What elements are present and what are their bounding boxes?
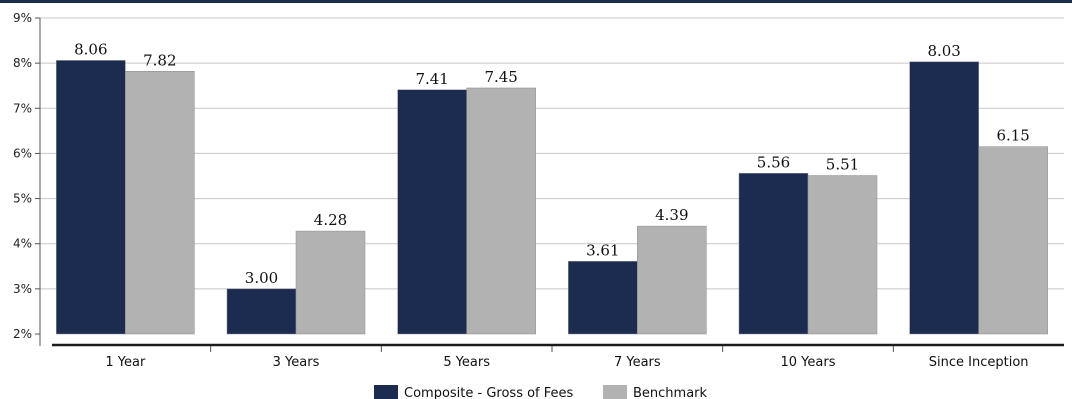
legend-swatch <box>374 385 398 399</box>
data-label: 4.28 <box>314 211 347 229</box>
y-tick-label: 2% <box>13 327 32 341</box>
x-tick-label: 7 Years <box>614 355 661 370</box>
bar <box>807 175 878 335</box>
legend-label: Benchmark <box>633 386 708 399</box>
legend-label: Composite - Gross of Fees <box>404 386 574 399</box>
x-tick-label: 3 Years <box>273 355 320 370</box>
y-tick-label: 6% <box>13 146 32 160</box>
y-tick-label: 5% <box>13 192 32 206</box>
y-tick-label: 9% <box>13 11 32 25</box>
bar <box>466 87 536 335</box>
bar <box>637 225 707 335</box>
data-label: 7.41 <box>415 70 448 88</box>
data-label: 5.56 <box>757 153 790 171</box>
bar <box>125 71 195 335</box>
x-tick-label: 5 Years <box>443 355 490 370</box>
bar <box>397 89 467 335</box>
top-border <box>0 0 1072 3</box>
y-tick-label: 7% <box>13 101 32 115</box>
bar <box>568 261 638 335</box>
bar <box>56 60 126 335</box>
bar <box>738 173 809 335</box>
data-label: 7.45 <box>484 68 517 86</box>
x-tick-label: Since Inception <box>929 355 1029 370</box>
data-label: 3.61 <box>586 241 619 259</box>
bar <box>978 146 1048 335</box>
bar <box>295 230 366 335</box>
data-label: 3.00 <box>245 269 278 287</box>
bar <box>226 288 297 335</box>
data-label: 5.51 <box>826 156 859 174</box>
data-label: 7.82 <box>143 51 176 69</box>
y-tick-label: 3% <box>13 282 32 296</box>
y-tick-label: 8% <box>13 56 32 70</box>
data-label: 8.03 <box>927 42 960 60</box>
data-label: 4.39 <box>655 206 688 224</box>
data-label: 6.15 <box>996 127 1029 145</box>
legend-swatch <box>603 385 627 399</box>
bar <box>909 61 979 335</box>
y-tick-label: 4% <box>13 237 32 251</box>
x-tick-label: 1 Year <box>105 355 146 370</box>
data-label: 8.06 <box>74 40 107 58</box>
x-tick-label: 10 Years <box>781 355 836 370</box>
